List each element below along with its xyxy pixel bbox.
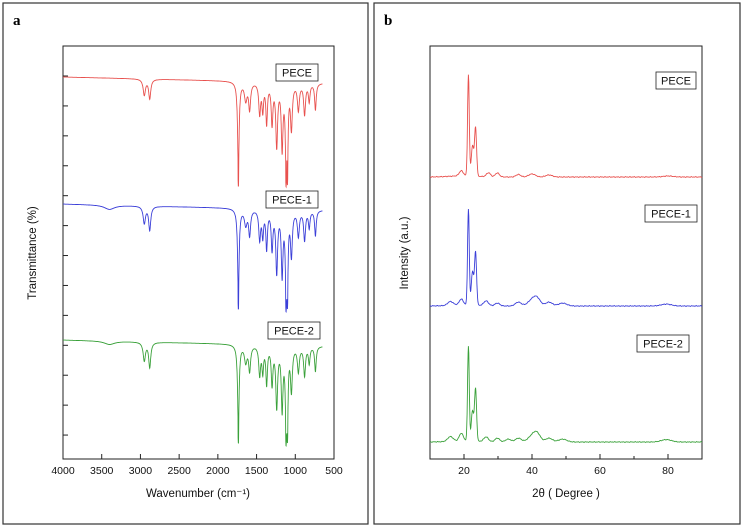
ftir-legend-label: PECE-2	[274, 326, 314, 338]
ftir-x-tick-label: 2000	[206, 465, 230, 477]
xrd-x-tick-label: 60	[594, 465, 606, 477]
ftir-series-line	[63, 339, 323, 447]
ftir-y-axis-title: Transmittance (%)	[27, 206, 39, 300]
ftir-plot: 4000 3500 3000 2500 2000 1500 1000 500 PECEPECE…	[27, 45, 343, 500]
xrd-legend: PECE PECE-1 PECE-2	[636, 71, 698, 353]
xrd-y-axis-title: Intensity (a.u.)	[399, 216, 411, 289]
xrd-series	[429, 74, 703, 443]
ftir-x-tick-label: 2500	[167, 465, 191, 477]
ftir-y-ticks	[63, 75, 68, 436]
xrd-legend-label: PECE-1	[651, 209, 691, 221]
xrd-legend-label: PECE-2	[643, 339, 683, 351]
xrd-series-line	[429, 346, 703, 443]
ftir-x-tick-label: 1000	[284, 465, 308, 477]
ftir-series-line	[63, 203, 323, 313]
ftir-x-tick-label: 500	[325, 465, 343, 477]
xrd-series-line	[429, 208, 703, 307]
ftir-series	[63, 76, 323, 447]
xrd-series-line	[429, 74, 703, 178]
panel-a-frame	[2, 2, 369, 525]
xrd-plot-frame	[429, 45, 703, 460]
ftir-legend-box	[275, 63, 319, 82]
xrd-legend-box	[655, 71, 697, 90]
ftir-x-tick-label: 3000	[129, 465, 153, 477]
ftir-x-tick-label: 1500	[245, 465, 269, 477]
panel-a-letter: a	[13, 13, 21, 29]
xrd-x-tick-label: 20	[458, 465, 470, 477]
ftir-x-tick-label: 4000	[51, 465, 75, 477]
ftir-plot-frame	[62, 45, 335, 460]
xrd-x-axis-title: 2θ ( Degree )	[532, 488, 600, 500]
ftir-x-tick-label: 3500	[90, 465, 114, 477]
ftir-x-ticks: 4000 3500 3000 2500 2000 1500 1000 500	[51, 454, 343, 477]
xrd-legend-label: PECE	[661, 76, 691, 88]
xrd-x-ticks: 20 40 60 80	[429, 454, 703, 477]
xrd-legend-box	[644, 204, 698, 223]
ftir-legend: PECE PECE-1 PECE-2	[265, 63, 321, 340]
ftir-legend-label: PECE	[282, 68, 312, 80]
ftir-x-axis-title-text: Wavenumber (cm⁻¹)	[146, 488, 250, 500]
panel-b-frame	[373, 2, 741, 525]
ftir-x-axis-title: Wavenumber (cm⁻¹)	[146, 488, 250, 500]
xrd-x-tick-label: 80	[662, 465, 674, 477]
ftir-legend-box	[267, 321, 321, 340]
ftir-legend-box	[265, 190, 319, 209]
xrd-x-tick-label: 40	[526, 465, 538, 477]
panel-b-letter: b	[384, 13, 392, 29]
ftir-legend-label: PECE-1	[272, 195, 312, 207]
ftir-series-line	[63, 76, 323, 189]
xrd-legend-box	[636, 334, 690, 353]
